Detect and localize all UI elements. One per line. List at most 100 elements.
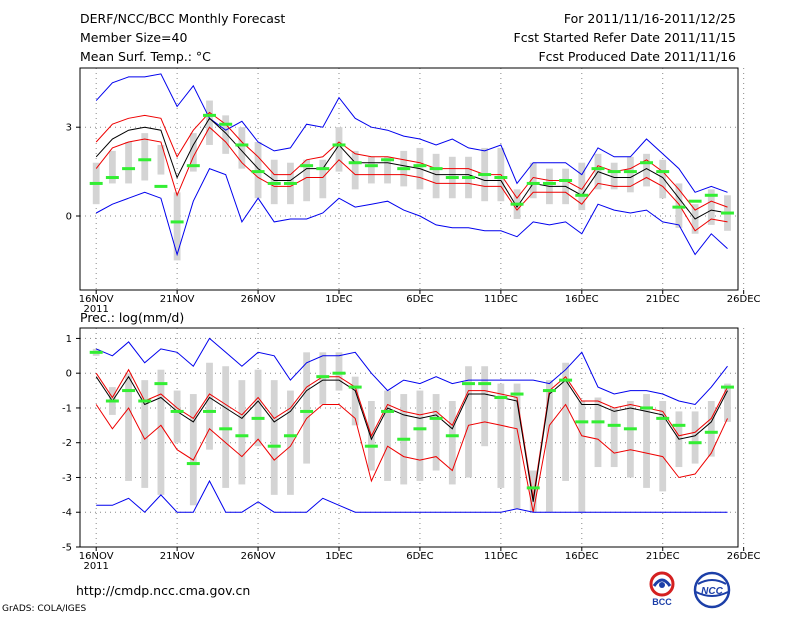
x-tick-label: 11DEC <box>484 294 518 305</box>
median-marker <box>267 181 281 185</box>
series-line-lower <box>95 403 728 513</box>
median-marker <box>332 371 346 375</box>
median-marker <box>478 382 492 386</box>
median-marker <box>89 350 103 354</box>
ensemble-box <box>351 376 359 426</box>
median-marker <box>510 392 524 396</box>
ensemble-box <box>319 352 327 405</box>
x-tick-label: 16NOV <box>79 294 114 305</box>
median-marker <box>235 434 249 438</box>
ensemble-box <box>529 162 537 199</box>
median-marker <box>607 170 621 174</box>
temperature-panel-title: Mean Surf. Temp.: °C <box>80 49 211 64</box>
plot-frame <box>79 327 739 548</box>
fcst-produced-date: Fcst Produced Date 2011/11/16 <box>538 49 736 64</box>
ensemble-box <box>448 401 456 485</box>
ensemble-box <box>303 352 311 464</box>
ensemble-box <box>206 362 213 450</box>
series-line-upper <box>95 111 728 211</box>
median-marker <box>138 399 152 403</box>
median-marker <box>154 184 168 188</box>
x-tick-label: 26DEC <box>727 551 761 562</box>
median-marker <box>591 420 605 424</box>
series-line-lower <box>95 126 728 232</box>
median-marker <box>203 113 216 117</box>
plot-frame <box>79 67 739 291</box>
median-marker <box>413 427 427 431</box>
bcc-logo: BCC <box>649 571 675 607</box>
ncc-logo-text: NCC <box>701 586 723 597</box>
ensemble-box <box>529 470 537 513</box>
median-marker <box>348 385 362 389</box>
median-marker <box>316 167 330 171</box>
median-marker <box>721 211 734 215</box>
ensemble-box <box>319 159 327 199</box>
ensemble-box <box>594 397 602 468</box>
median-marker <box>105 399 119 403</box>
x-tick-label: 1DEC <box>325 294 352 305</box>
y-tick-label: 3 <box>66 123 72 134</box>
x-tick-label: 1DEC <box>325 551 352 562</box>
ensemble-box <box>189 133 197 172</box>
median-marker <box>300 164 314 168</box>
ensemble-box <box>222 366 230 488</box>
median-marker <box>704 193 718 197</box>
ensemble-box <box>189 394 197 506</box>
ensemble-box <box>303 159 311 202</box>
ensemble-box <box>141 133 149 181</box>
x-tick-label: 16NOV <box>79 551 114 562</box>
ensemble-box <box>384 390 391 481</box>
median-marker <box>623 427 637 431</box>
median-marker <box>704 430 718 434</box>
median-marker <box>478 173 492 177</box>
ensemble-box <box>367 156 375 184</box>
median-marker <box>283 181 297 185</box>
median-marker <box>122 167 136 171</box>
median-marker <box>688 441 702 445</box>
ensemble-box <box>351 150 359 190</box>
ensemble-box <box>497 383 505 488</box>
x-tick-label: 11DEC <box>484 551 518 562</box>
ensemble-box <box>432 153 440 199</box>
median-marker <box>348 161 362 165</box>
median-marker <box>170 220 184 224</box>
ensemble-box <box>724 383 731 422</box>
source-url[interactable]: http://cmdp.ncc.cma.gov.cn <box>76 583 251 598</box>
median-marker <box>219 427 233 431</box>
median-marker <box>186 164 200 168</box>
median-marker <box>445 176 459 180</box>
ensemble-box <box>643 153 650 187</box>
median-marker <box>300 409 314 413</box>
ensemble-box <box>610 407 618 468</box>
ensemble-box <box>513 383 521 509</box>
x-tick-label: 26NOV <box>241 294 276 305</box>
x-tick-label: 6DEC <box>406 551 433 562</box>
x-tick-label: 26NOV <box>241 551 276 562</box>
series-line-min <box>95 167 728 257</box>
median-marker <box>462 382 475 386</box>
ensemble-box <box>643 394 650 488</box>
ensemble-box <box>707 189 715 225</box>
y-tick-label: -5 <box>62 543 72 554</box>
x-tick-label: 21NOV <box>160 551 195 562</box>
median-marker <box>89 181 103 185</box>
x-tick-label: 21DEC <box>646 551 680 562</box>
ensemble-box <box>157 369 165 495</box>
median-marker <box>105 176 119 180</box>
median-marker <box>397 437 411 441</box>
y-tick-label: 0 <box>66 212 72 223</box>
fcst-started-date: Fcst Started Refer Date 2011/11/15 <box>513 30 737 45</box>
ensemble-box <box>157 144 165 175</box>
ensemble-box <box>173 390 181 443</box>
ensemble-box <box>626 156 634 193</box>
x-tick-label: 6DEC <box>406 294 433 305</box>
median-marker <box>494 396 508 400</box>
median-marker <box>445 434 459 438</box>
ensemble-box <box>125 142 132 184</box>
forecast-period: For 2011/11/16-2011/12/25 <box>563 11 736 26</box>
median-marker <box>186 462 200 466</box>
median-marker <box>364 164 378 168</box>
grads-credit: GrADS: COLA/IGES <box>2 604 87 614</box>
